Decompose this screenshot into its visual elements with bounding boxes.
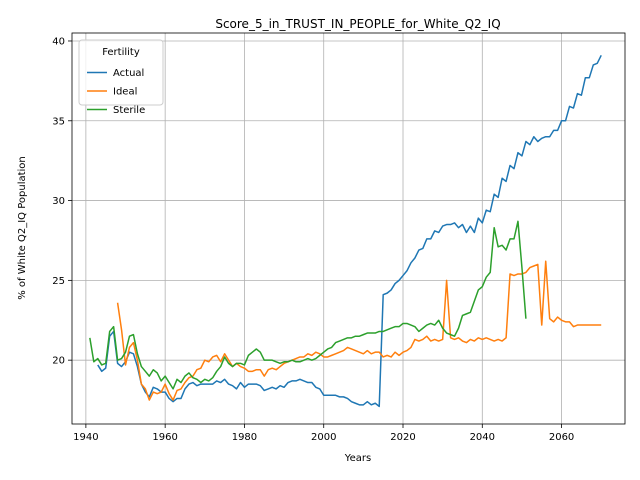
x-tick-label: 2000 xyxy=(311,432,336,443)
legend-label-actual: Actual xyxy=(113,68,144,79)
legend: Fertility Actual Ideal Sterile xyxy=(78,39,164,116)
x-tick-label: 2040 xyxy=(470,432,495,443)
y-tick-label: 35 xyxy=(52,116,65,127)
y-tick-label: 25 xyxy=(52,276,65,287)
legend-box xyxy=(78,39,164,106)
x-axis: 1940 1960 1980 2000 2020 2040 2060 xyxy=(73,424,574,443)
x-tick-label: 1960 xyxy=(152,432,177,443)
grid xyxy=(72,33,625,424)
y-tick-label: 20 xyxy=(52,356,65,367)
y-tick-label: 30 xyxy=(52,196,65,207)
x-axis-label: Years xyxy=(344,453,371,464)
x-tick-label: 1940 xyxy=(73,432,98,443)
legend-label-ideal: Ideal xyxy=(113,87,137,98)
series-line-ideal xyxy=(116,260,602,401)
y-tick-label: 40 xyxy=(52,36,65,47)
x-tick-label: 2060 xyxy=(549,432,574,443)
chart-title: Score_5_in_TRUST_IN_PEOPLE_for_White_Q2_… xyxy=(215,17,500,31)
plot-frame xyxy=(71,32,626,425)
x-tick-label: 1980 xyxy=(232,432,257,443)
series-line-actual xyxy=(97,55,602,408)
x-tick-label: 2020 xyxy=(390,432,415,443)
series-line-sterile xyxy=(89,220,527,390)
y-axis-label: % of White Q2_IQ Population xyxy=(17,156,28,300)
legend-label-sterile: Sterile xyxy=(113,105,145,116)
series-layer xyxy=(89,55,602,408)
legend-title: Fertility xyxy=(102,47,140,58)
y-axis: 20 25 30 35 40 xyxy=(52,36,72,367)
